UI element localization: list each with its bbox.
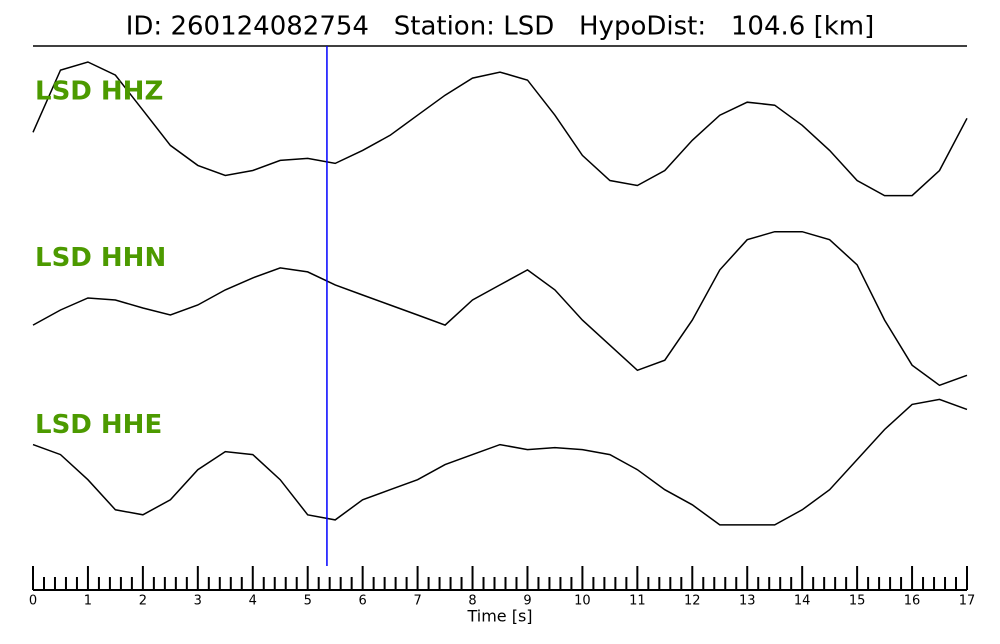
x-tick-label: 11 [629, 594, 646, 609]
x-tick-label: 4 [249, 594, 257, 609]
x-tick-label: 0 [29, 594, 37, 609]
x-tick-label: 9 [523, 594, 531, 609]
trace-label: LSD HHZ [35, 77, 163, 107]
x-tick-label: 13 [739, 594, 756, 609]
x-tick-label: 8 [468, 594, 476, 609]
x-axis-label: Time [s] [466, 607, 532, 626]
x-tick-label: 7 [413, 594, 421, 609]
x-tick-label: 5 [304, 594, 312, 609]
x-tick-label: 1 [84, 594, 92, 609]
trace-label: LSD HHN [35, 243, 166, 273]
x-tick-label: 17 [959, 594, 976, 609]
x-tick-label: 15 [849, 594, 866, 609]
trace-label: LSD HHE [35, 410, 162, 440]
x-tick-label: 6 [359, 594, 367, 609]
x-tick-label: 14 [794, 594, 811, 609]
x-tick-label: 16 [904, 594, 921, 609]
x-tick-label: 3 [194, 594, 202, 609]
trace [32, 61, 968, 197]
trace [32, 230, 968, 387]
trace [32, 398, 968, 526]
x-tick-label: 2 [139, 594, 147, 609]
x-tick-label: 12 [684, 594, 701, 609]
x-tick-label: 10 [574, 594, 591, 609]
chart-title: ID: 260124082754 Station: LSD HypoDist: … [126, 12, 875, 42]
